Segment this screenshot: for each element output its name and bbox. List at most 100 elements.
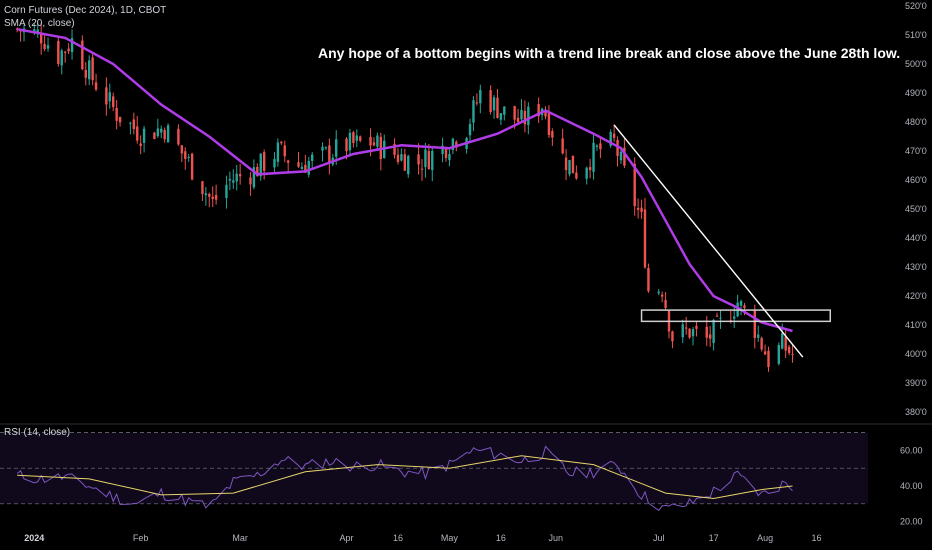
candle-body xyxy=(400,154,403,161)
candle-body xyxy=(118,116,122,123)
candle-body xyxy=(743,305,746,308)
rsi-axis[interactable]: 60.00 40.00 20.00 xyxy=(900,445,923,526)
candle-body xyxy=(46,45,50,49)
candle-body xyxy=(472,100,475,123)
candle-body xyxy=(396,154,400,162)
candle-body xyxy=(393,143,396,155)
candle-body xyxy=(304,164,307,173)
price-tick-label: 380'0 xyxy=(905,407,927,417)
candle-body xyxy=(166,125,170,143)
support-zone-box[interactable] xyxy=(640,309,832,323)
candle-body xyxy=(417,154,420,165)
candle-body xyxy=(420,168,424,170)
candle-body xyxy=(407,155,410,175)
sma-legend-label[interactable]: SMA (20, close) xyxy=(4,18,75,29)
candle-body xyxy=(214,195,218,200)
candle-body xyxy=(571,155,575,174)
candle-body xyxy=(94,82,98,90)
candle-body xyxy=(132,119,136,130)
candle-body xyxy=(479,90,482,104)
rsi-tick-label: 40.00 xyxy=(900,481,923,491)
candle-body xyxy=(516,117,520,122)
candle-body xyxy=(369,137,372,146)
candle-body xyxy=(190,153,194,180)
candle-body xyxy=(36,29,39,33)
candle-body xyxy=(297,162,300,167)
candle-body xyxy=(252,167,256,188)
price-tick-label: 400'0 xyxy=(905,349,927,359)
candle-body xyxy=(427,151,431,170)
candle-body xyxy=(105,87,108,105)
candle-body xyxy=(33,29,36,33)
candle-body xyxy=(619,151,623,161)
candle-body xyxy=(153,132,156,139)
candle-body xyxy=(235,173,238,182)
candle-body xyxy=(684,327,688,329)
candle-body xyxy=(688,328,691,338)
time-tick-label: 16 xyxy=(393,533,403,543)
candle-body xyxy=(633,163,636,207)
price-axis[interactable]: 520'0 510'0 500'0 490'0 480'0 470'0 460'0 450'0… xyxy=(905,1,927,417)
candle-body xyxy=(588,167,592,171)
candle-body xyxy=(372,142,376,146)
candle-body xyxy=(232,180,235,183)
candle-body xyxy=(492,97,496,111)
time-tick-label: 16 xyxy=(812,533,822,543)
time-tick-label: Jul xyxy=(653,533,665,543)
candle-body xyxy=(348,132,352,151)
rsi-tick-label: 20.00 xyxy=(900,517,923,527)
time-tick-label: Mar xyxy=(232,533,248,543)
time-axis[interactable]: 2024 Feb Mar Apr 16 May 16 Jun Jul 17 Aug 16 xyxy=(24,533,821,543)
candle-body xyxy=(499,113,503,120)
price-tick-label: 510'0 xyxy=(905,30,927,40)
candle-body xyxy=(57,41,60,64)
candle-body xyxy=(568,160,571,175)
candle-body xyxy=(671,331,674,342)
candle-body xyxy=(259,153,262,177)
candle-body xyxy=(712,319,715,344)
price-tick-label: 460'0 xyxy=(905,175,927,185)
candle-body xyxy=(307,160,310,175)
candle-body xyxy=(136,126,139,141)
candle-body xyxy=(691,329,695,337)
candle-body xyxy=(595,145,599,147)
chart-title: Corn Futures (Dec 2024), 1D, CBOT xyxy=(4,5,167,16)
candle-body xyxy=(523,110,527,125)
candle-body xyxy=(451,138,455,151)
candle-body xyxy=(283,145,286,157)
candle-body xyxy=(592,142,595,172)
candle-body xyxy=(791,353,794,355)
candle-body xyxy=(564,157,568,171)
price-tick-label: 520'0 xyxy=(905,1,927,11)
candle-body xyxy=(623,147,626,166)
rsi-legend-label[interactable]: RSI (14, close) xyxy=(4,427,71,438)
rsi-ma-line xyxy=(17,455,793,500)
candle-body xyxy=(225,184,228,198)
candle-body xyxy=(129,122,132,124)
candle-body xyxy=(160,128,163,133)
candle-body xyxy=(91,57,94,81)
candle-body xyxy=(715,315,719,317)
candle-body xyxy=(60,50,63,66)
candle-body xyxy=(211,196,214,200)
candle-body xyxy=(537,104,540,117)
candle-body xyxy=(609,131,612,146)
candle-body xyxy=(695,325,698,329)
candle-body xyxy=(300,166,304,170)
candle-body xyxy=(328,145,331,164)
price-tick-label: 490'0 xyxy=(905,88,927,98)
candle-body xyxy=(732,316,736,319)
candle-body xyxy=(763,351,767,355)
candle-body xyxy=(489,90,492,113)
candle-body xyxy=(787,346,791,354)
candle-body xyxy=(643,209,647,268)
candle-body xyxy=(324,147,328,149)
candle-body xyxy=(108,92,111,102)
candle-body xyxy=(424,149,427,168)
trend-line[interactable] xyxy=(613,124,804,358)
time-tick-label: May xyxy=(441,533,459,543)
rsi-level-lines xyxy=(0,432,868,505)
candle-body xyxy=(527,106,530,126)
candle-body xyxy=(112,96,115,107)
